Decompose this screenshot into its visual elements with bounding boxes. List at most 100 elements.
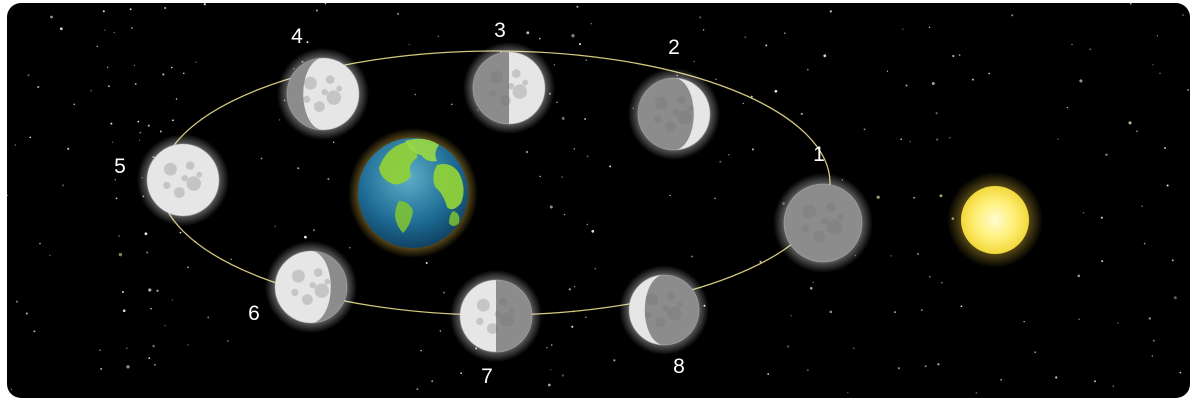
star [539,175,541,178]
star [129,8,132,11]
star [416,388,419,391]
star [784,32,786,34]
star [1066,106,1068,109]
star [327,177,330,181]
star [144,232,148,236]
star [900,138,902,140]
phase-label-8: 8 [673,355,685,378]
star [274,225,276,228]
phase-label-4: 4 [291,25,303,48]
star [691,255,694,258]
star [408,43,410,46]
star [1105,153,1108,156]
star [886,70,889,72]
star [680,363,683,365]
star [33,330,36,333]
star [107,85,110,88]
star [306,41,309,44]
star [414,93,417,96]
star [1078,318,1081,321]
star [806,68,809,71]
star [550,344,553,346]
star [525,150,529,154]
star [1164,147,1167,150]
star [126,365,130,369]
star [1130,3,1132,5]
star [1156,35,1159,37]
star [1128,121,1132,125]
star [823,54,827,58]
star [100,367,103,370]
star [96,45,98,47]
star [829,310,833,314]
star [1055,376,1058,379]
star [131,27,133,29]
star [924,365,927,368]
star [958,54,961,56]
star [742,102,744,105]
star [164,6,167,10]
star [113,31,115,34]
phase-label-5: 5 [114,155,126,178]
star [14,144,17,146]
moon-icon [287,58,359,130]
star [550,369,552,371]
star [278,119,281,121]
star [561,176,563,178]
star [114,179,116,181]
star [1011,14,1014,17]
moon-phase-6 [264,240,358,334]
star [207,316,210,319]
star [134,83,137,86]
star [787,345,790,348]
star [693,60,695,63]
star [931,82,935,85]
star [573,148,575,150]
star [1179,371,1182,374]
star [1100,216,1103,219]
star [591,229,595,233]
phase-label-7: 7 [481,365,493,388]
star [960,305,963,308]
star [585,59,587,61]
star [571,34,575,38]
star [563,213,566,216]
moon-icon [784,184,862,262]
moon-phase-diagram: 1 2 3 4 5 6 7 8 [7,3,1189,394]
star [425,262,428,264]
star [348,246,351,249]
star [699,16,702,19]
star [139,131,142,134]
star [526,31,530,35]
star [150,307,152,310]
star [164,325,166,327]
star [260,157,263,160]
star [750,95,753,98]
star [439,330,441,332]
star [324,3,327,5]
star [613,359,616,362]
star [913,196,916,199]
moon-phase-1 [773,173,873,273]
earth-icon [348,128,478,258]
star [549,205,553,209]
star [1082,211,1085,214]
star [1023,320,1025,323]
star [115,197,118,200]
star [431,380,434,383]
phase-label-1: 1 [813,143,825,166]
star [937,363,940,366]
star [1173,296,1177,300]
star [397,12,400,15]
star [451,103,453,106]
star [171,299,173,301]
moon-phases [136,41,873,363]
star [106,66,109,69]
star [159,130,162,133]
star [230,258,232,260]
star [1094,380,1096,383]
star [99,349,101,352]
star [928,26,931,29]
star [170,66,173,69]
star [584,118,587,120]
